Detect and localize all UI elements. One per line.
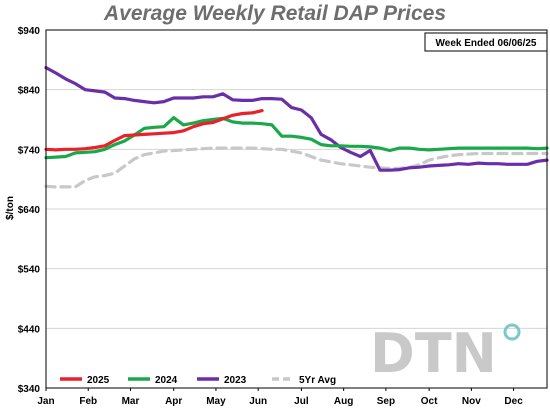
- dtn-logo: DTN: [370, 322, 521, 385]
- x-tick-label: Jun: [249, 396, 267, 407]
- x-tick-label: Apr: [165, 396, 182, 407]
- series-line-2024: [44, 116, 549, 160]
- x-tick-label: Feb: [79, 396, 97, 407]
- week-ended-box: Week Ended 06/06/25: [424, 32, 548, 52]
- y-tick-label: $940: [18, 26, 41, 37]
- x-tick-label: Nov: [462, 396, 481, 407]
- series-line-2025: [44, 109, 264, 152]
- y-tick-label: $340: [18, 384, 41, 395]
- legend-label: 5Yr Avg: [299, 375, 336, 386]
- y-tick-label: $740: [18, 145, 41, 156]
- x-tick-label: Sep: [377, 396, 395, 407]
- x-tick-label: Jan: [37, 396, 54, 407]
- y-tick-label: $640: [18, 205, 41, 216]
- logo-dot-icon: [503, 323, 521, 341]
- y-tick-label: $840: [18, 86, 41, 97]
- x-tick-label: Oct: [421, 396, 438, 407]
- x-tick-label: Dec: [504, 396, 523, 407]
- plot-frame: [45, 29, 548, 389]
- series-lines: [44, 66, 549, 189]
- dtn-logo-text: DTN: [370, 322, 497, 385]
- x-axis-ticks: Jan Feb Mar Apr May Jun Jul Aug Sep Oct Nov Dec: [37, 388, 523, 407]
- x-tick-label: May: [206, 396, 226, 407]
- legend-label: 2023: [224, 375, 247, 386]
- y-tick-label: $540: [18, 265, 41, 276]
- chart-title: Average Weekly Retail DAP Prices: [103, 2, 446, 25]
- week-ended-label: Week Ended 06/06/25: [436, 38, 537, 49]
- legend: 2025 2024 2023 5Yr Avg: [60, 375, 336, 386]
- x-tick-label: Jul: [294, 396, 309, 407]
- grid-lines: [46, 89, 547, 329]
- legend-label: 2024: [155, 375, 178, 386]
- y-axis-ticks: $940 $840 $740 $640 $540 $440 $340: [18, 26, 41, 395]
- x-tick-label: Aug: [334, 396, 353, 407]
- x-tick-label: Mar: [122, 396, 140, 407]
- legend-label: 2025: [87, 375, 110, 386]
- y-tick-label: $440: [18, 324, 41, 335]
- series-line-5yr-avg: [44, 146, 549, 189]
- y-axis-label: $/ton: [5, 196, 16, 220]
- series-line-2023: [44, 66, 549, 172]
